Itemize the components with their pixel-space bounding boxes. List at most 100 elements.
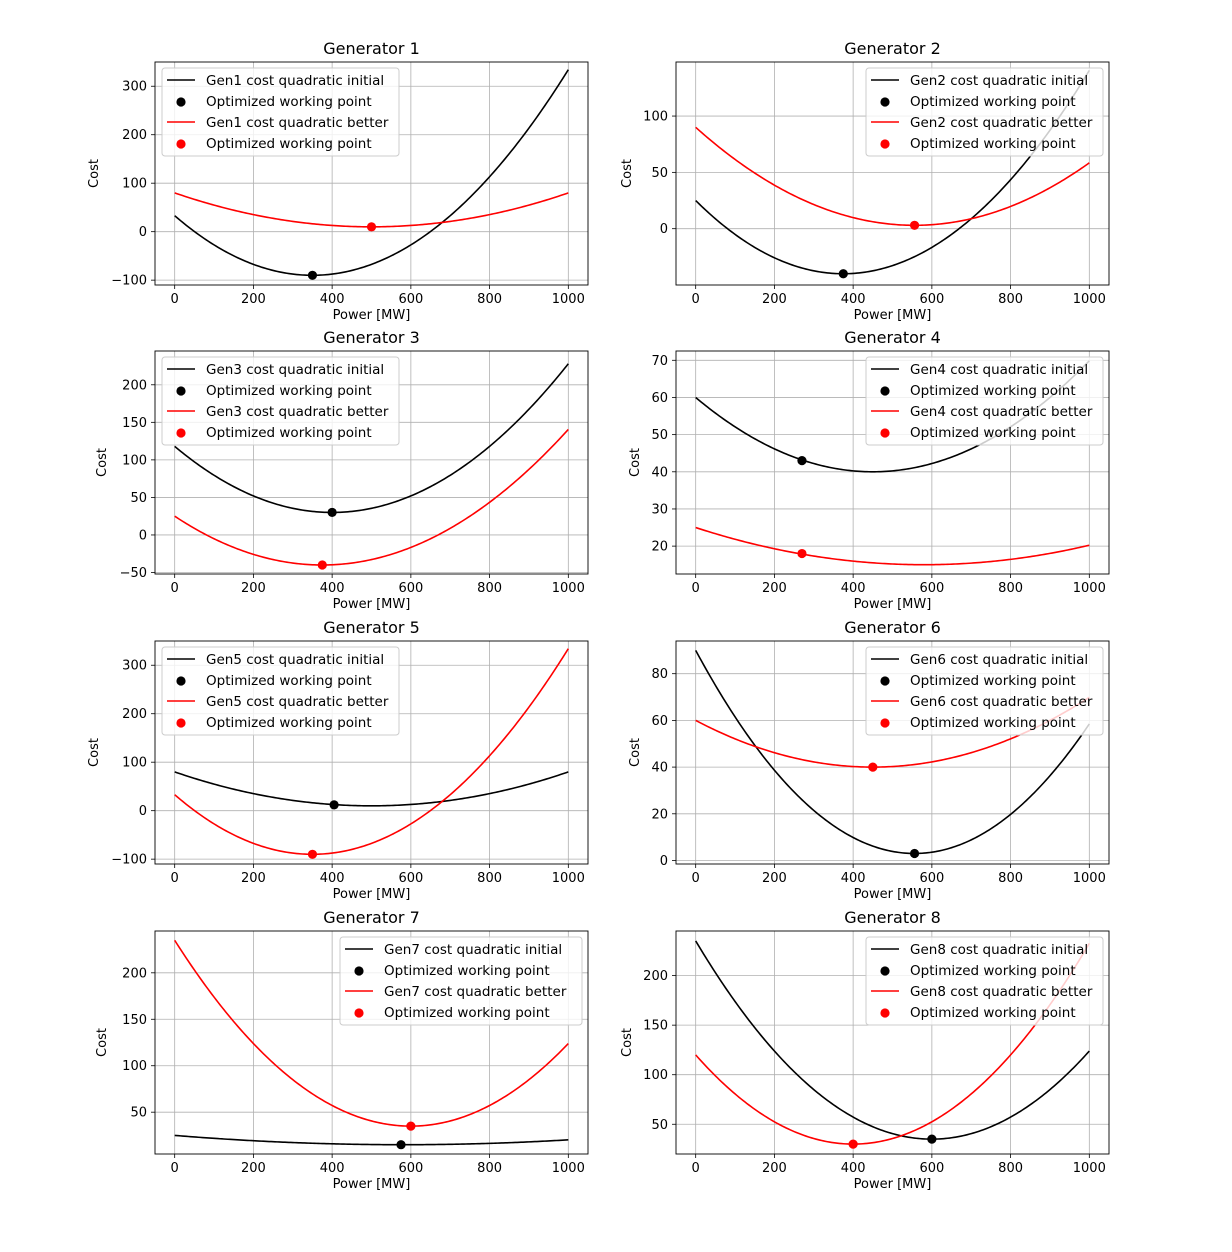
working-point-marker — [797, 456, 807, 466]
x-tick-label: 800 — [998, 871, 1023, 886]
x-tick-label: 600 — [398, 1161, 423, 1176]
subplot-title: Generator 5 — [323, 618, 420, 637]
y-tick-label: −100 — [111, 853, 147, 868]
y-tick-label: 50 — [651, 166, 668, 181]
x-tick-label: 600 — [919, 871, 944, 886]
legend-label: Gen3 cost quadratic better — [206, 404, 389, 420]
legend-marker-swatch — [176, 718, 186, 728]
legend-label: Optimized working point — [206, 425, 372, 441]
x-tick-label: 600 — [919, 581, 944, 596]
working-point-marker — [327, 507, 337, 518]
x-tick-label: 200 — [762, 1161, 787, 1176]
legend-label: Gen1 cost quadratic better — [206, 115, 389, 131]
legend-label: Gen4 cost quadratic better — [910, 404, 1093, 420]
axes-frame — [154, 930, 589, 1155]
legend-label: Gen6 cost quadratic better — [910, 694, 1093, 710]
y-tick-label: 200 — [122, 378, 147, 393]
legend-marker-swatch — [880, 386, 890, 396]
y-tick-label: 70 — [651, 354, 668, 369]
y-tick-label: 150 — [643, 1019, 668, 1034]
x-tick-label: 600 — [398, 581, 423, 596]
series-line-3 — [695, 126, 1090, 227]
legend-marker-swatch — [880, 139, 890, 149]
series-line-1 — [694, 940, 1090, 1140]
working-point-marker — [838, 269, 848, 279]
y-tick-label: −100 — [111, 274, 147, 289]
legend-marker-swatch — [176, 97, 186, 107]
legend-label: Gen8 cost quadratic better — [910, 984, 1093, 1000]
axes-frame — [154, 350, 589, 575]
y-axis-label: Cost — [87, 159, 102, 188]
subplot-4: 0 200 400 600 800 1000 20 30 40 50 60 70 Generator 4… — [628, 328, 1110, 612]
working-point-marker — [848, 1139, 858, 1149]
y-tick-label: 0 — [139, 225, 147, 240]
legend-box — [865, 936, 1104, 1026]
legend-label: Optimized working point — [910, 1005, 1076, 1021]
subplot-1: 0 200 400 600 800 1000 −100 0 100 200 300 Generator… — [87, 39, 589, 323]
x-tick-label: 400 — [841, 581, 866, 596]
y-tick-label: 100 — [643, 110, 668, 125]
subplot-6: 0 200 400 600 800 1000 0 20 40 60 80 Generator 6 Pow… — [628, 618, 1110, 902]
x-tick-label: 1000 — [1073, 1161, 1106, 1176]
legend-box — [865, 67, 1104, 157]
working-point-marker — [307, 849, 318, 859]
x-tick-label: 800 — [477, 1161, 502, 1176]
x-tick-label: 1000 — [552, 581, 585, 596]
y-tick-label: 200 — [122, 707, 147, 722]
legend-label: Optimized working point — [206, 673, 372, 689]
legend-marker-swatch — [880, 1008, 890, 1018]
series-line-1 — [174, 771, 569, 807]
legend: Gen6 cost quadratic initial Optimized wor… — [865, 646, 1104, 736]
legend-label: Gen6 cost quadratic initial — [910, 652, 1088, 668]
legend: Gen5 cost quadratic initial Optimized wor… — [161, 646, 400, 736]
legend-label: Gen4 cost quadratic initial — [910, 362, 1088, 378]
legend-label: Gen7 cost quadratic better — [384, 984, 567, 1000]
y-tick-label: 20 — [651, 540, 668, 555]
subplot-title: Generator 7 — [323, 908, 420, 927]
x-tick-label: 0 — [171, 581, 179, 596]
legend-marker-swatch — [880, 718, 890, 728]
subplot-7: 0 200 400 600 800 1000 50 100 150 200 Generator 7 P… — [95, 908, 589, 1192]
legend-marker-swatch — [176, 386, 186, 396]
legend-marker-swatch — [880, 676, 890, 686]
legend-marker-swatch — [176, 139, 186, 149]
x-tick-label: 1000 — [552, 1161, 585, 1176]
legend-label: Gen2 cost quadratic better — [910, 115, 1093, 131]
x-tick-label: 0 — [171, 1161, 179, 1176]
legend-marker-swatch — [354, 1008, 364, 1018]
axes-frame — [154, 640, 589, 865]
working-point-marker — [317, 560, 327, 570]
x-tick-label: 400 — [841, 1161, 866, 1176]
legend-label: Gen8 cost quadratic initial — [910, 942, 1088, 958]
x-tick-label: 600 — [398, 292, 423, 307]
subplot-5: 0 200 400 600 800 1000 −100 0 100 200 300 Generator… — [87, 618, 589, 902]
x-tick-label: 800 — [477, 581, 502, 596]
y-axis-label: Cost — [628, 738, 643, 767]
y-tick-label: 40 — [651, 761, 668, 776]
y-tick-label: 300 — [122, 659, 147, 674]
y-tick-label: 300 — [122, 80, 147, 95]
legend-label: Optimized working point — [206, 383, 372, 399]
y-tick-label: 0 — [660, 854, 668, 869]
subplot-title: Generator 3 — [323, 328, 420, 347]
subplot-title: Generator 4 — [844, 328, 941, 347]
y-tick-label: 60 — [651, 391, 668, 406]
legend-label: Gen2 cost quadratic initial — [910, 73, 1088, 89]
x-axis-label: Power [MW] — [333, 597, 411, 612]
legend-label: Optimized working point — [384, 1005, 550, 1021]
y-tick-label: 80 — [651, 667, 668, 682]
x-tick-label: 800 — [998, 1161, 1023, 1176]
legend-label: Gen5 cost quadratic initial — [206, 652, 384, 668]
y-axis-label: Cost — [620, 159, 635, 188]
axes-frame — [154, 61, 589, 286]
x-axis-label: Power [MW] — [854, 597, 932, 612]
y-tick-label: 100 — [643, 1068, 668, 1083]
x-tick-label: 200 — [241, 1161, 266, 1176]
x-tick-label: 200 — [762, 292, 787, 307]
series-line-3 — [174, 648, 569, 856]
subplot-8: 0 200 400 600 800 1000 50 100 150 200 Generator 8 P… — [620, 908, 1110, 1192]
y-tick-label: 100 — [122, 756, 147, 771]
x-tick-label: 200 — [762, 581, 787, 596]
legend-box — [161, 356, 400, 446]
